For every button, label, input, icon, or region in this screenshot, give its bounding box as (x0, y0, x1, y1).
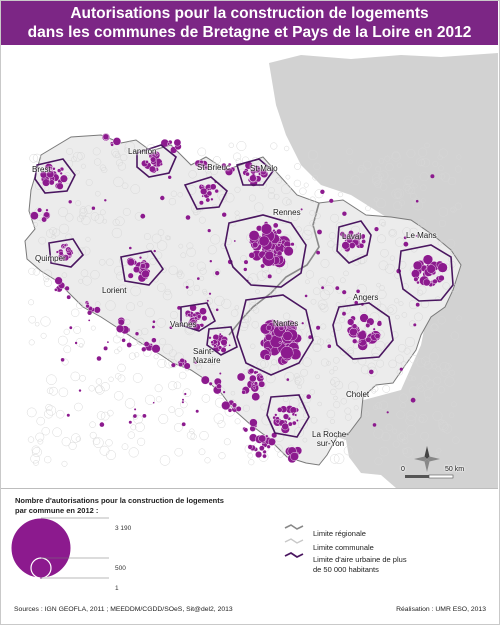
city-label-saint-brieuc: St-Brieuc (197, 163, 230, 172)
legend-title-line-2: par commune en 2012 : (15, 506, 99, 515)
legend-panel: Nombre d'autorisations pour la construct… (1, 488, 498, 624)
scale-label-zero: 0 (401, 466, 405, 473)
scale-bar (405, 474, 454, 479)
city-label-cholet: Cholet (346, 390, 370, 399)
legend-regional-line (284, 524, 304, 530)
compass-rose-icon (414, 446, 440, 472)
legend-title-line-1: Nombre d'autorisations pour la construct… (15, 496, 224, 505)
city-label-saint-nazaire-line-2: Nazaire (193, 356, 221, 365)
legend-label-urban: Limite d'aire urbaine de plus de 50 000 … (313, 555, 407, 575)
map-canvas (1, 45, 498, 488)
legend-label-urban-line-2: de 50 000 habitants (313, 565, 379, 574)
city-label-la-roche-line-2: sur-Yon (316, 439, 345, 448)
legend-value-max: 3 190 (115, 525, 132, 532)
legend-communal-line (284, 538, 304, 544)
commune-symbols (30, 133, 448, 464)
city-label-le-mans: Le Mans (406, 231, 437, 240)
city-label-saint-malo: St-Malo (250, 164, 278, 173)
title-line-2: dans les communes de Bretagne et Pays de… (27, 24, 472, 41)
realisation-note: Réalisation : UMR ESO, 2013 (396, 606, 486, 613)
title-line-1: Autorisations pour la construction de lo… (70, 5, 429, 22)
city-label-vannes: Vannes (170, 320, 197, 329)
city-label-angers: Angers (353, 293, 379, 302)
city-label-lorient: Lorient (102, 286, 127, 295)
city-label-la-roche-line-1: La Roche- (312, 430, 349, 439)
regional-boundary (228, 202, 320, 336)
legend-value-mid: 500 (115, 565, 126, 572)
sources-note: Sources : IGN GEOFLA, 2011 ; MEEDDM/CGDD… (14, 606, 233, 613)
city-label-saint-nazaire-line-1: Saint- (193, 347, 214, 356)
city-label-saint-nazaire: Saint- Nazaire (193, 347, 221, 365)
city-label-brest: Brest (32, 165, 51, 174)
legend-circle-mid (30, 557, 52, 579)
legend-graphics (10, 517, 304, 579)
city-label-lannion: Lannion (128, 147, 157, 156)
city-label-laval: Laval (342, 232, 362, 241)
city-label-quimper: Quimper (35, 254, 66, 263)
legend-label-communal: Limite communale (313, 543, 374, 552)
legend-urban-line (284, 551, 304, 559)
legend-label-urban-line-1: Limite d'aire urbaine de plus (313, 555, 407, 564)
city-label-rennes: Rennes (273, 208, 301, 217)
title-banner: Autorisations pour la construction de lo… (1, 1, 498, 45)
legend-value-min: 1 (115, 585, 119, 592)
city-label-nantes: Nantes (273, 319, 299, 328)
map-area: Lannion Brest St-Brieuc St-Malo Rennes L… (1, 45, 498, 488)
scale-label-max: 50 km (445, 466, 465, 473)
legend-title: Nombre d'autorisations pour la construct… (15, 496, 275, 516)
legend-label-regional: Limite régionale (313, 529, 366, 538)
city-label-la-roche-sur-yon: La Roche- sur-Yon (312, 430, 349, 448)
urban-area-limits (34, 144, 454, 438)
